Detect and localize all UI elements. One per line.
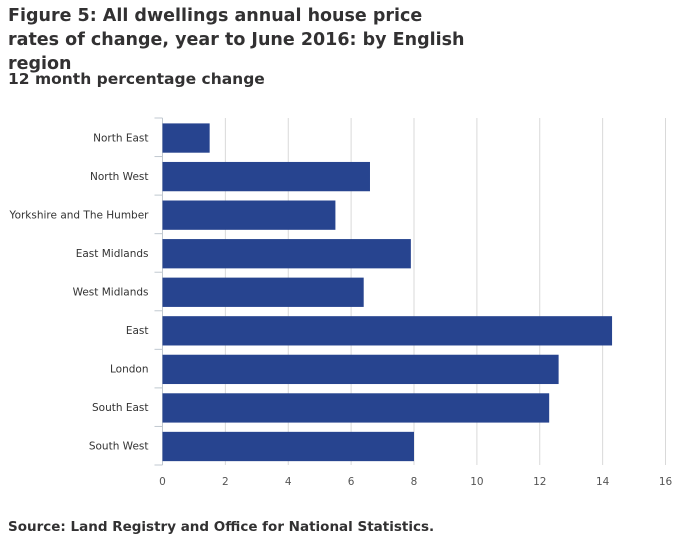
category-label: London	[110, 364, 149, 376]
chart-title: Figure 5: All dwellings annual house pri…	[8, 6, 465, 74]
source-note: Source: Land Registry and Office for Nat…	[8, 519, 435, 535]
bar	[162, 123, 210, 153]
x-tick-label: 10	[470, 476, 483, 488]
category-label: South West	[89, 441, 149, 453]
x-tick-label: 8	[411, 476, 418, 488]
category-label: Yorkshire and The Humber	[9, 209, 150, 221]
x-tick-label: 16	[659, 476, 673, 488]
category-label: South East	[92, 402, 149, 414]
bar	[162, 277, 364, 307]
bar	[162, 161, 370, 192]
bar	[162, 200, 336, 230]
category-label: North East	[93, 132, 148, 144]
category-label: East	[126, 325, 149, 337]
bar	[162, 393, 550, 423]
x-tick-label: 0	[159, 476, 166, 488]
x-tick-label: 14	[596, 476, 610, 488]
bar	[162, 431, 414, 462]
x-tick-label: 12	[533, 476, 546, 488]
bar	[162, 316, 613, 346]
category-label: West Midlands	[73, 287, 149, 299]
category-label: North West	[90, 171, 149, 183]
category-label: East Midlands	[76, 248, 149, 260]
x-tick-label: 2	[222, 476, 229, 488]
x-tick-label: 4	[285, 476, 292, 488]
bar	[162, 239, 411, 269]
x-tick-label: 6	[348, 476, 355, 488]
chart-subtitle: 12 month percentage change	[8, 70, 265, 88]
bar	[162, 354, 559, 385]
